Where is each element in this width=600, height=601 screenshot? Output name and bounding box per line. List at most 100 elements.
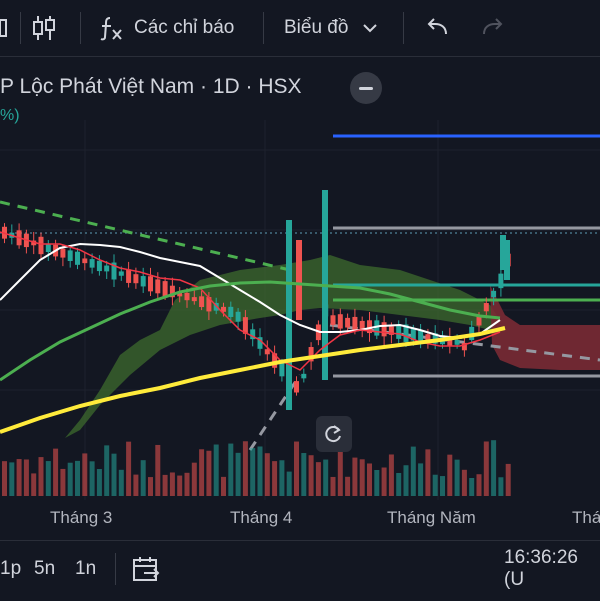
candle-body (374, 320, 380, 336)
volume-bar (169, 472, 175, 496)
volume-bar (330, 476, 336, 496)
clock-time[interactable]: 16:36:26 (U (504, 547, 578, 590)
volume-bar (221, 476, 226, 496)
volume-bar (454, 459, 460, 496)
candle-body (162, 281, 168, 297)
xaxis-label: Tháng Năm (387, 508, 476, 527)
candle-body (45, 244, 51, 252)
undo-button[interactable] (426, 0, 448, 56)
candle-body (184, 292, 190, 301)
candle-body (272, 353, 278, 368)
candle-body (126, 269, 132, 283)
candle-body (491, 290, 497, 298)
candle-body (359, 320, 365, 330)
chart-legend: P Lộc Phát Việt Nam · 1D · HSX (0, 70, 302, 104)
volume-bar (315, 462, 321, 496)
toolbar-separator (20, 12, 21, 44)
candle-body (199, 296, 205, 308)
candle-body (221, 306, 226, 312)
volume-bar (45, 461, 51, 496)
volume-bar (126, 441, 132, 496)
range-button-5n[interactable]: 5n (34, 558, 56, 579)
symbol-title[interactable]: P Lộc Phát Việt Nam · 1D · HSX (0, 75, 302, 98)
volume-bar (250, 448, 256, 496)
volume-bar (96, 469, 102, 496)
volume-bar (410, 446, 416, 496)
volume-bar (162, 474, 168, 496)
fx-icon (100, 17, 122, 41)
volume-bar (213, 444, 219, 496)
volume-bar (345, 476, 351, 496)
chart-type-dropdown[interactable]: Biểu đồ (284, 0, 378, 56)
bottom-toolbar: 1p 5n 1n 16:36:26 (U (0, 540, 600, 601)
volume-bar (476, 474, 482, 496)
volume-bar (60, 468, 66, 496)
undo-icon (427, 18, 447, 35)
volume-bar (403, 465, 409, 496)
volume-bar (104, 445, 110, 496)
price-chart[interactable] (0, 120, 600, 500)
volume-bar (279, 460, 285, 496)
volume-bar (23, 459, 29, 496)
volume-bar (257, 446, 263, 496)
volume-bar (38, 457, 44, 496)
range-button-1n[interactable]: 1n (75, 558, 97, 579)
candle-body (381, 322, 387, 337)
volume-bar (228, 443, 234, 496)
toolbar-separator (403, 12, 404, 44)
range-button-1p[interactable]: 1p (0, 558, 22, 579)
candle-body (432, 333, 438, 344)
volume-bar (2, 461, 7, 496)
time-axis[interactable]: Tháng 3 Tháng 4 Tháng Năm Thá (0, 500, 600, 540)
chevron-down-icon (363, 24, 378, 33)
reset-chart-button[interactable] (316, 416, 352, 452)
volume-bar (177, 475, 183, 496)
candle-body (140, 276, 146, 287)
candle-body (454, 340, 460, 345)
volume-bar (432, 474, 438, 496)
volume-bar (440, 476, 445, 496)
xaxis-label: Thá (572, 508, 600, 527)
volume-bar (118, 469, 124, 496)
candle-body (388, 326, 394, 335)
indicators-button[interactable]: Các chỉ báo (100, 0, 234, 56)
candle-body (308, 347, 314, 362)
indicators-label: Các chỉ báo (134, 17, 235, 38)
volume-bar (491, 440, 497, 496)
candle-body (279, 362, 285, 377)
volume-bar (75, 460, 80, 496)
candle-body (345, 317, 351, 328)
candle-body (148, 276, 153, 292)
go-to-date-button[interactable] (132, 541, 160, 597)
candle-body (352, 316, 358, 332)
volume-bar (133, 474, 139, 496)
candles-icon[interactable] (32, 0, 56, 56)
volume-bar (381, 467, 387, 496)
candle-body (418, 330, 424, 342)
collapse-legend-button[interactable] (350, 72, 382, 104)
candle-body (330, 315, 336, 325)
partial-toolbar-icon[interactable] (0, 0, 16, 56)
candle-body (425, 334, 431, 341)
candle-body (118, 271, 124, 276)
volume-bar (498, 477, 504, 496)
calendar-icon (133, 557, 160, 581)
volume-bar (199, 449, 205, 496)
volume-bar (483, 441, 489, 496)
volume-bar (272, 461, 278, 496)
candle-body (396, 324, 402, 339)
toolbar-separator (80, 12, 81, 44)
volume-bar (425, 449, 431, 496)
candle-body (133, 274, 139, 284)
candle-body (191, 297, 197, 302)
redo-button[interactable] (482, 0, 504, 56)
volume-bar (337, 443, 343, 496)
volume-bar (359, 459, 365, 496)
volume-bar (418, 463, 424, 496)
minus-icon (359, 86, 373, 90)
candle-body (504, 240, 510, 280)
toolbar-separator (263, 12, 264, 44)
trendline-dashed-green (0, 200, 291, 272)
candle-body (67, 250, 73, 261)
volume-bar (111, 453, 117, 496)
